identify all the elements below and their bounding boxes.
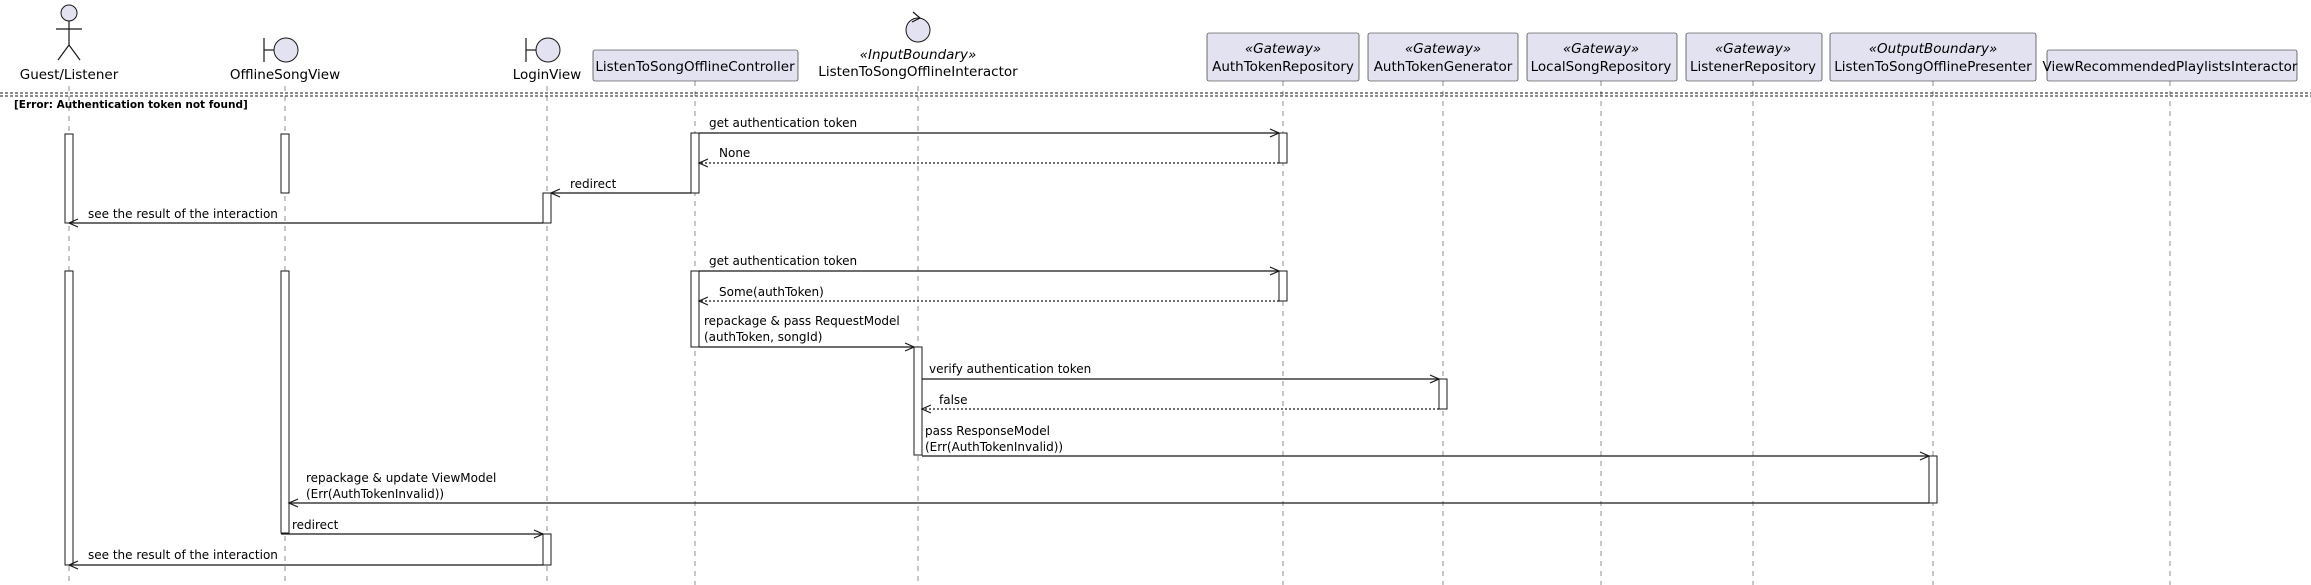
activation-bar [280, 270, 290, 534]
arrowhead [1269, 128, 1281, 138]
message: verify authentication token [922, 362, 1441, 384]
message-label: redirect [570, 177, 617, 191]
arrowhead [67, 560, 79, 570]
participant-label: ListenToSongOfflinePresenter [1834, 59, 2032, 75]
section-label: [Error: Authentication token not found] [14, 99, 248, 111]
message-label: pass ResponseModel [925, 424, 1050, 438]
messages: get authentication token None redirect see … [67, 116, 1931, 570]
lifelines [68, 81, 2171, 585]
participant-stereotype: «Gateway» [1715, 41, 1791, 57]
message: None [697, 146, 1279, 168]
participant-stereotype: «Gateway» [1563, 41, 1639, 57]
arrowhead [697, 296, 709, 306]
section-divider [0, 92, 2311, 97]
message-label: (Err(AuthTokenInvalid)) [306, 487, 444, 501]
participant-label: ListenToSongOfflineController [595, 59, 795, 75]
message-label: false [939, 393, 968, 407]
participant-label: AuthTokenRepository [1212, 59, 1354, 75]
participant-label: LoginView [513, 67, 581, 83]
message-label: redirect [292, 518, 339, 532]
arrowhead [904, 342, 916, 352]
participants: Guest/Listener OfflineSongView LoginView Li… [20, 4, 2298, 83]
participant-box [1367, 32, 1519, 82]
participant-label: ListenToSongOfflineInteractor [818, 64, 1018, 80]
participant-controller: ListenToSongOfflineController [592, 49, 799, 82]
participant-box [1526, 32, 1678, 82]
activation-bar [1928, 455, 1938, 504]
participant-auth_gen: «Gateway» AuthTokenGenerator [1367, 32, 1519, 82]
message-label: get authentication token [709, 116, 857, 130]
participant-label: ViewRecommendedPlaylistsInteractor [2043, 59, 2298, 75]
participant-interactor: «InputBoundary»ListenToSongOfflineIntera… [818, 11, 1018, 80]
arrowhead [1269, 266, 1281, 276]
participant-offline_view: OfflineSongView [230, 37, 340, 83]
participant-box [592, 49, 799, 82]
message: repackage & update ViewModel (Err(AuthTok… [287, 471, 1929, 508]
activation-bar [64, 133, 74, 224]
message-label: repackage & pass RequestModel [704, 314, 900, 328]
participant-listener_repo: «Gateway» ListenerRepository [1685, 32, 1823, 82]
boundary-icon [263, 37, 299, 63]
activation-bar [913, 346, 923, 456]
actor-icon [56, 4, 82, 61]
participant-stereotype: «Gateway» [1245, 41, 1321, 57]
message-label: Some(authToken) [719, 285, 824, 299]
message-label: get authentication token [709, 254, 857, 268]
participant-label: OfflineSongView [230, 67, 340, 83]
participant-login_view: LoginView [513, 37, 581, 83]
message-label: see the result of the interaction [88, 548, 278, 562]
activation-bar [542, 192, 552, 224]
message: get authentication token [699, 254, 1281, 276]
participant-auth_repo: «Gateway» AuthTokenRepository [1206, 32, 1360, 82]
activation-bar [1278, 132, 1288, 164]
message-label: None [719, 146, 750, 160]
participant-label: LocalSongRepository [1531, 59, 1672, 75]
participant-recommended: ViewRecommendedPlaylistsInteractor [2043, 49, 2298, 82]
message-label: (authToken, songId) [704, 330, 822, 344]
activation-bar [1278, 270, 1288, 302]
participant-box [1829, 32, 2037, 82]
participant-stereotype: «InputBoundary» [860, 47, 977, 63]
message: get authentication token [699, 116, 1281, 138]
activation-bar [542, 533, 552, 566]
message: see the result of the interaction [67, 548, 543, 570]
participant-box [1206, 32, 1360, 82]
participant-stereotype: «OutputBoundary» [1869, 41, 1998, 57]
arrowhead [549, 188, 561, 198]
participant-label: ListenerRepository [1690, 59, 1816, 75]
message-label: repackage & update ViewModel [306, 471, 496, 485]
arrowhead [697, 158, 709, 168]
activation-bar [690, 270, 700, 348]
message: pass ResponseModel (Err(AuthTokenInvalid)… [922, 424, 1931, 461]
arrowhead [533, 529, 545, 539]
activation-bar [280, 133, 290, 194]
message: redirect [281, 518, 545, 539]
message: Some(authToken) [697, 285, 1279, 306]
participant-label: AuthTokenGenerator [1374, 59, 1513, 75]
message-label: see the result of the interaction [88, 207, 278, 221]
arrowhead [67, 218, 79, 228]
message: see the result of the interaction [67, 207, 543, 228]
message-label: verify authentication token [929, 362, 1091, 376]
message: repackage & pass RequestModel (authToken,… [699, 314, 916, 352]
activation-bar [1438, 378, 1448, 410]
arrowhead [1429, 374, 1441, 384]
participant-presenter: «OutputBoundary» ListenToSongOfflinePrese… [1829, 32, 2037, 82]
participant-box [2046, 49, 2298, 82]
participant-box [1685, 32, 1823, 82]
participant-local_repo: «Gateway» LocalSongRepository [1526, 32, 1678, 82]
control-icon [905, 11, 931, 43]
arrowhead [920, 404, 932, 414]
participant-guest: Guest/Listener [20, 4, 119, 83]
participant-stereotype: «Gateway» [1405, 41, 1481, 57]
arrowhead [287, 498, 299, 508]
message-label: (Err(AuthTokenInvalid)) [925, 440, 1063, 454]
activation-bar [64, 270, 74, 566]
message: false [920, 393, 1439, 414]
arrowhead [1919, 451, 1931, 461]
boundary-icon [525, 37, 561, 63]
participant-label: Guest/Listener [20, 67, 119, 83]
message: redirect [549, 177, 691, 198]
